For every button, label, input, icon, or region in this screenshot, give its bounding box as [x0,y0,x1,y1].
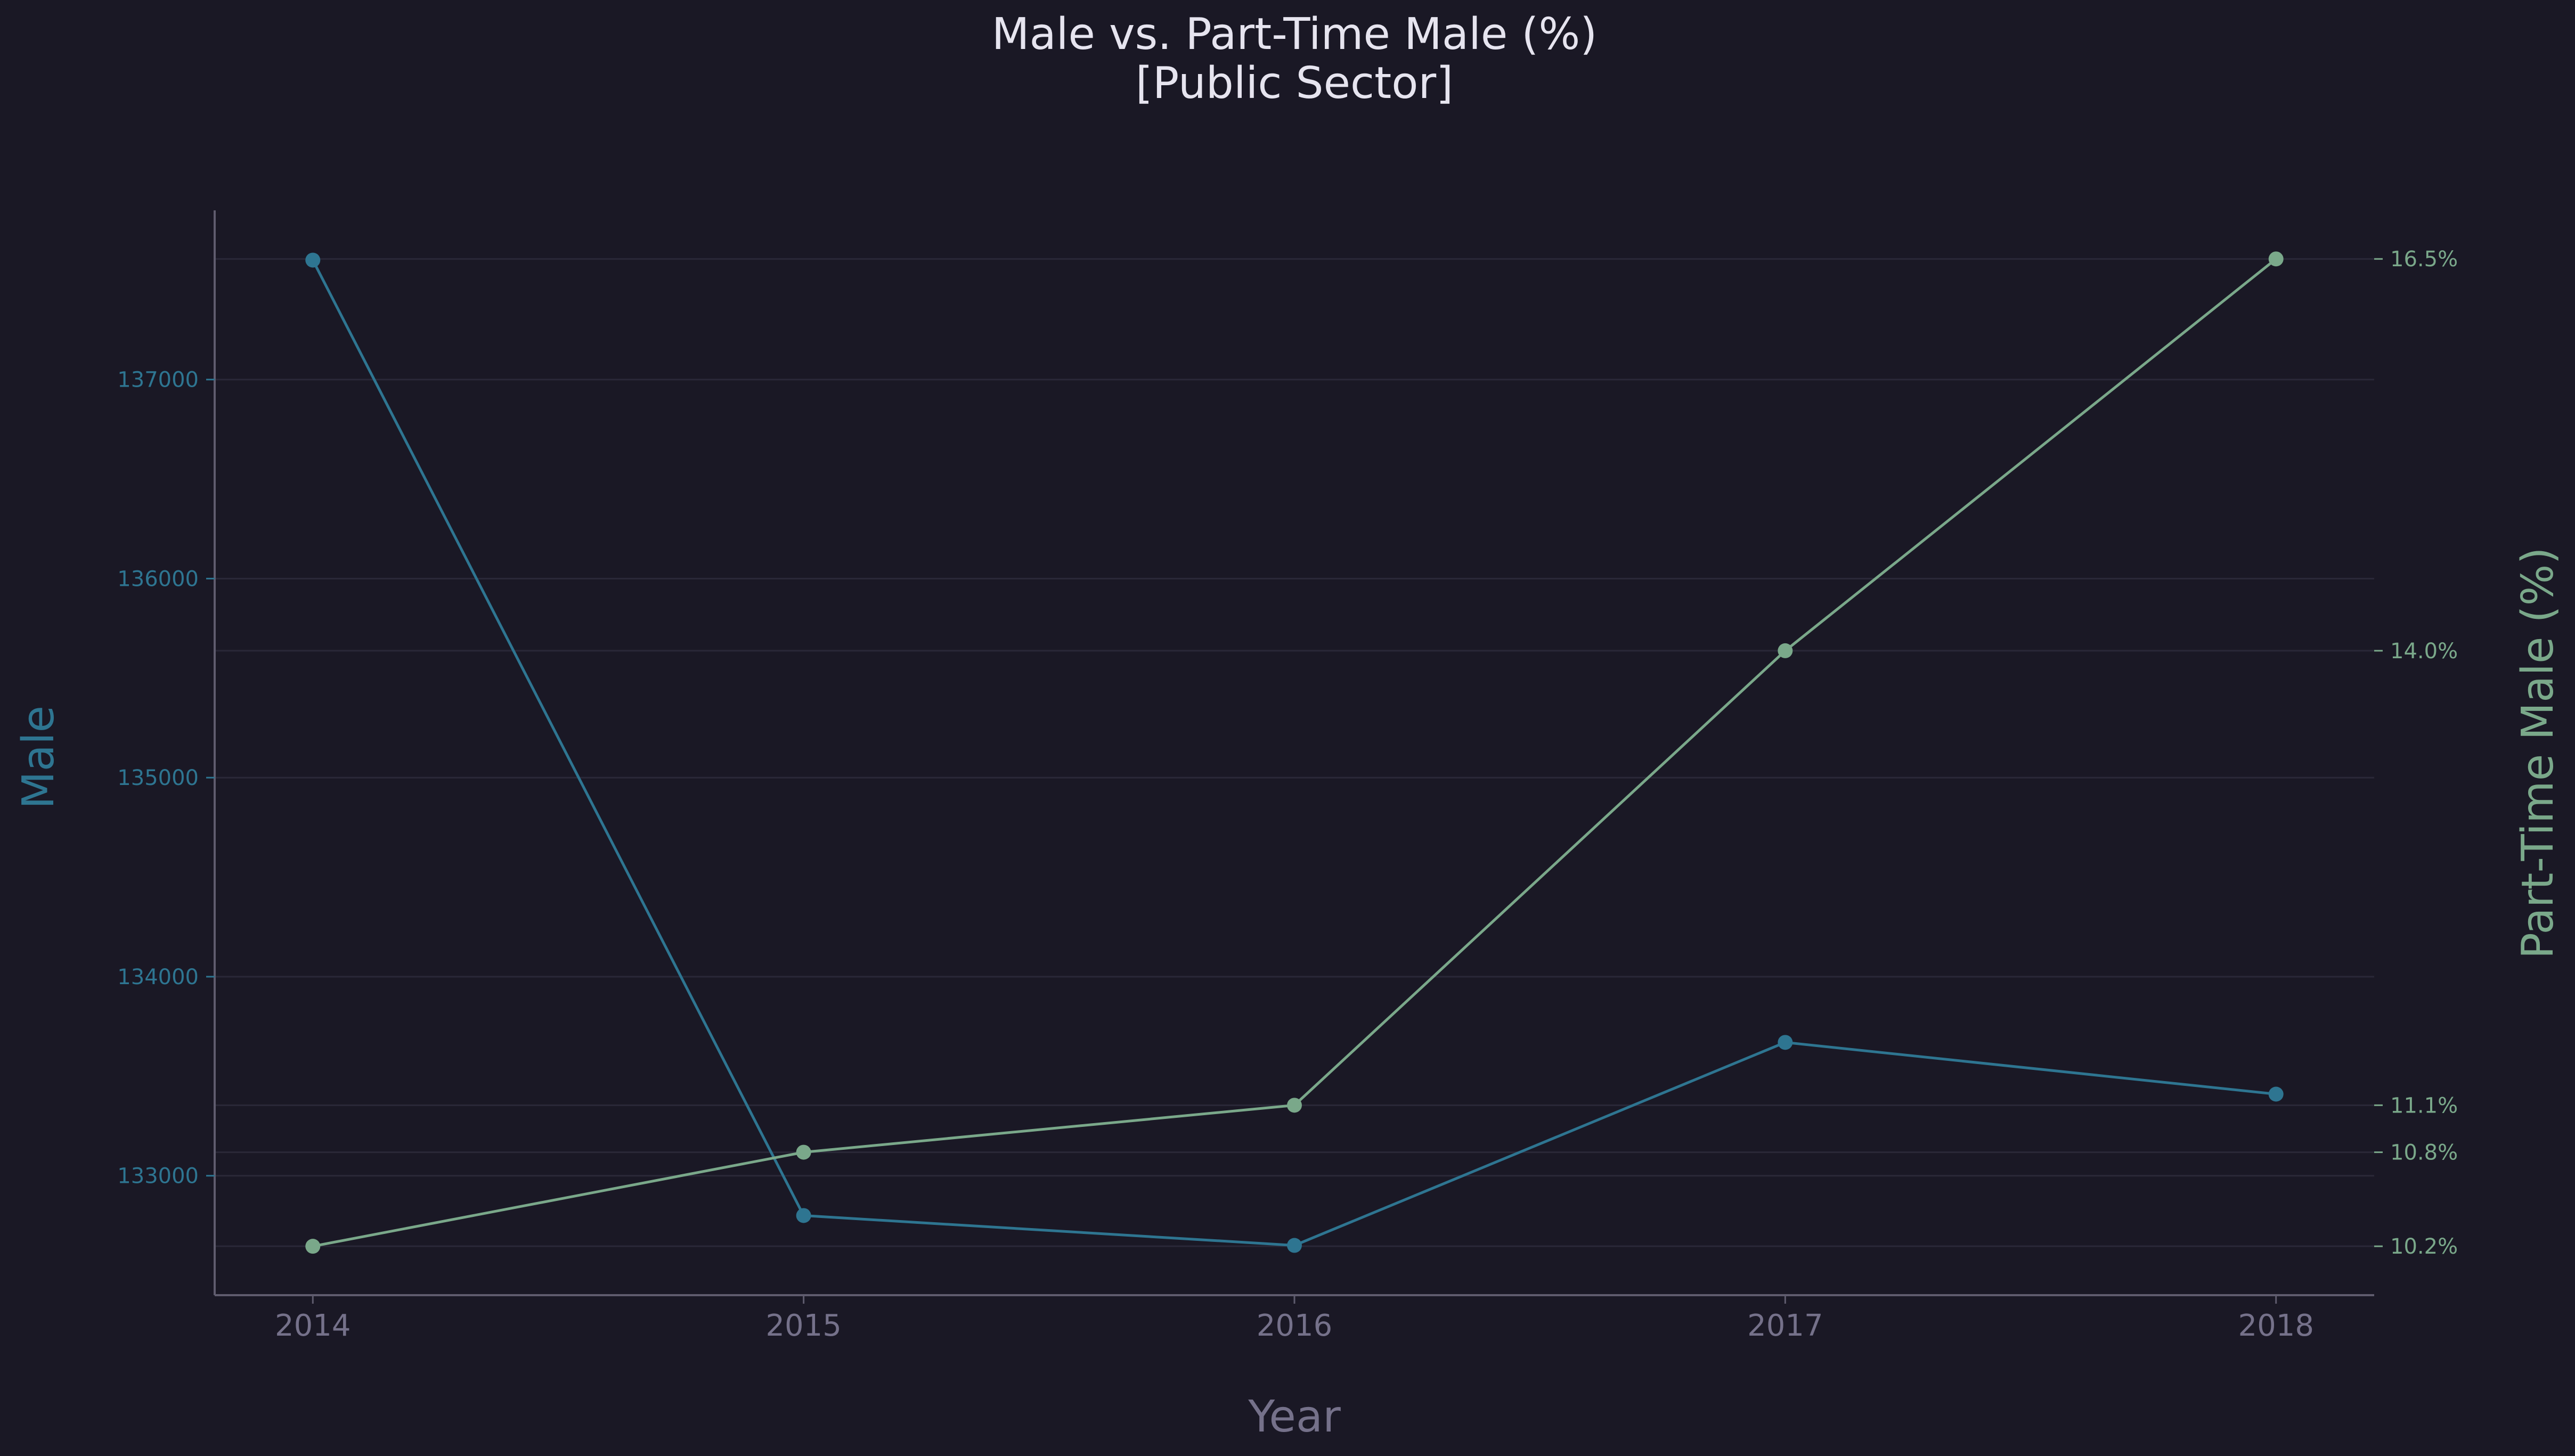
series-0-point-4 [2268,1086,2284,1102]
left-tick-label-4: 137000 [117,368,199,392]
chart-subtitle: [Public Sector] [1136,58,1453,109]
series-line-0 [312,259,2276,1247]
tick-labels: 133000 134000 135000 136000 137000 10.2% 10.8%… [117,247,2458,1343]
series-1-point-0 [305,1239,321,1254]
series-1-point-4 [2268,251,2284,267]
right-tick-label-1: 10.8% [2390,1141,2458,1165]
x-tick-label-4: 2018 [2238,1308,2314,1343]
left-tick-label-1: 134000 [117,965,199,989]
left-tick-label-3: 136000 [117,567,199,591]
right-tick-label-2: 11.1% [2390,1093,2458,1118]
right-tick-label-3: 14.0% [2390,639,2458,664]
right-tick-label-4: 16.5% [2390,247,2458,272]
series-0-point-1 [796,1208,811,1223]
series [305,251,2284,1254]
series-0-point-2 [1287,1238,1302,1253]
x-tick-label-0: 2014 [275,1308,351,1343]
left-tick-label-2: 135000 [117,766,199,790]
series-0-point-3 [1778,1035,1793,1050]
right-axis-title: Part-Time Male (%) [2513,547,2563,959]
axes [206,210,2383,1304]
chart-title: Male vs. Part-Time Male (%) [992,9,1598,60]
left-axis-title: Male [13,706,64,809]
series-0-point-0 [305,252,321,268]
x-tick-label-2: 2016 [1257,1308,1333,1343]
right-tick-label-0: 10.2% [2390,1234,2458,1259]
left-tick-label-0: 133000 [117,1164,199,1189]
series-1-point-1 [796,1144,811,1160]
x-tick-label-3: 2017 [1747,1308,1823,1343]
series-1-point-2 [1287,1098,1302,1113]
x-tick-label-1: 2015 [765,1308,842,1343]
series-1-point-3 [1778,643,1793,658]
x-axis-title: Year [1248,1392,1341,1442]
